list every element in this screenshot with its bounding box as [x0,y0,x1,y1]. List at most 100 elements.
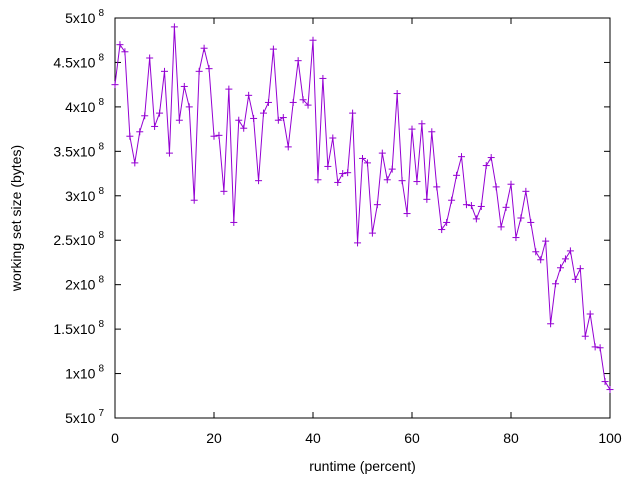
data-point-marker [269,45,277,53]
data-point-marker [566,247,574,255]
data-point-marker [195,67,203,75]
y-tick-exponent: 8 [98,52,104,63]
data-point-marker [349,109,357,117]
data-point-marker [443,218,451,226]
x-axis-ticks: 0 20 40 60 80 100 [111,18,622,446]
data-point-marker [413,178,421,186]
data-point-marker [299,96,307,104]
y-tick-mantissa: 4.5x10 [53,54,95,70]
data-point-marker [279,114,287,122]
data-point-marker [250,114,258,122]
data-point-marker [131,159,139,167]
data-point-marker [606,386,614,394]
data-point-marker [388,165,396,173]
data-point-marker [255,177,263,185]
data-point-marker [146,54,154,62]
data-point-marker [542,237,550,245]
data-point-marker [512,234,520,242]
data-point-marker [190,196,198,204]
data-point-marker [225,85,233,93]
data-point-marker [378,149,386,157]
data-point-marker [121,48,129,56]
data-point-marker [220,187,228,195]
data-point-marker [141,112,149,120]
plot-area-border [114,17,611,419]
data-point-marker [245,91,253,99]
data-point-marker [111,81,119,89]
data-point-marker [458,153,465,161]
y-tick-exponent: 8 [98,364,104,375]
data-point-marker [522,187,530,195]
y-tick-mantissa: 1.5x10 [53,321,95,337]
data-point-marker [215,131,223,139]
y-tick-exponent: 8 [98,230,104,241]
data-point-marker [596,344,604,352]
data-point-marker [532,248,540,256]
data-point-marker [324,162,332,170]
data-point-marker [507,180,515,188]
x-tick-label: 100 [598,430,622,446]
data-point-marker [477,202,485,210]
data-point-marker [289,98,297,106]
data-point-marker [294,57,302,65]
data-point-marker [230,218,238,226]
data-point-marker [180,82,188,90]
y-tick-mantissa: 2.5x10 [53,232,95,248]
data-point-marker [537,256,545,264]
y-tick-exponent: 7 [98,408,104,419]
y-tick-mantissa: 2x10 [65,277,96,293]
data-point-marker [339,170,347,178]
y-tick-exponent: 8 [98,319,104,330]
data-point-marker [284,143,292,151]
x-axis-label: runtime (percent) [309,458,416,474]
data-point-marker [433,183,441,191]
data-point-marker [161,67,168,75]
data-point-marker [260,109,267,117]
y-tick-exponent: 8 [98,97,104,108]
data-point-marker [561,255,569,263]
y-tick-label: 2x10 8 [65,275,104,293]
data-point-marker [329,134,337,142]
data-point-marker [467,202,475,210]
y-tick-label: 3.5x10 8 [53,141,104,159]
y-tick-label: 2.5x10 8 [53,230,104,248]
y-tick-exponent: 8 [98,141,104,152]
data-point-marker [502,203,510,211]
data-point-marker [423,195,431,203]
data-point-marker [472,215,480,223]
x-tick-label: 40 [305,430,321,446]
y-tick-label: 4x10 8 [65,97,104,115]
y-tick-mantissa: 5x10 [65,410,96,426]
data-point-marker [170,23,178,31]
y-tick-exponent: 8 [98,186,104,197]
data-point-marker [165,149,173,157]
data-point-marker [151,122,159,130]
data-point-marker [482,162,490,170]
x-tick-label: 60 [404,430,420,446]
data-point-marker [309,36,317,44]
data-point-marker [552,280,560,288]
x-tick-label: 80 [503,430,519,446]
data-point-marker [393,90,401,98]
y-tick-mantissa: 5x10 [65,10,96,26]
y-tick-exponent: 8 [98,8,104,19]
data-point-marker [156,109,164,117]
data-point-marker [116,41,124,49]
data-point-marker [527,218,535,226]
data-point-marker [517,214,525,222]
data-point-marker [581,332,589,340]
y-tick-label: 1.5x10 8 [53,319,104,337]
data-point-marker [314,176,322,184]
x-tick-label: 0 [111,430,119,446]
y-axis-label: working set size (bytes) [8,145,24,292]
data-point-marker [373,201,381,209]
data-point-marker [136,128,144,136]
data-point-marker [448,196,456,204]
data-point-marker [363,159,371,167]
data-point-marker [547,320,555,328]
data-point-marker [462,201,470,209]
data-point-marker [408,125,416,133]
data-point-marker [368,229,376,237]
y-tick-mantissa: 4x10 [65,99,96,115]
data-point-marker [304,101,312,109]
